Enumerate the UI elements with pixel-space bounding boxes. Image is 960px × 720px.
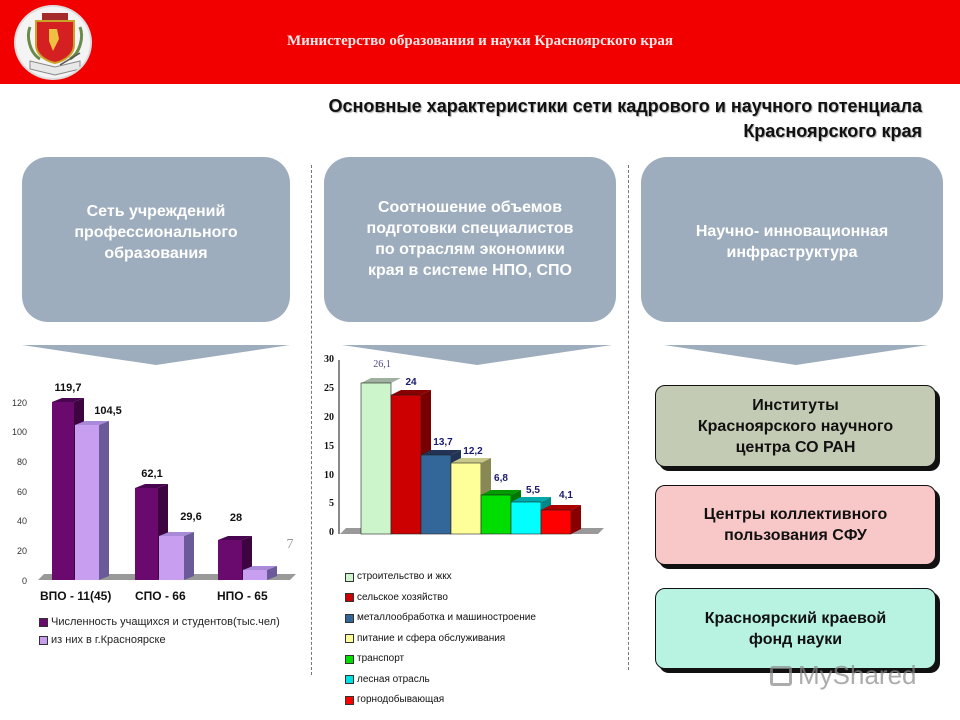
page-title: Основные характеристики сети кадрового и… bbox=[328, 94, 922, 144]
value-label: 6,8 bbox=[494, 473, 508, 484]
category-box-innovation-infrastructure: Научно- инновационная инфраструктура bbox=[641, 157, 943, 322]
legend-item: из них в г.Красноярске bbox=[39, 631, 280, 649]
legend-label: горнодобывающая bbox=[357, 694, 445, 705]
chart-legend: Численность учащихся и студентов(тыс.чел… bbox=[39, 613, 280, 649]
legend-item: горнодобывающая bbox=[345, 690, 536, 711]
box-institutes-krc-sb-ras: Институты Красноярского научного центра … bbox=[655, 385, 936, 467]
title-line-2: Красноярского края bbox=[743, 121, 922, 141]
value-label: 26,1 bbox=[373, 359, 391, 370]
y-tick: 10 bbox=[324, 470, 334, 481]
y-tick: 20 bbox=[324, 412, 334, 423]
down-arrow-icon bbox=[664, 345, 928, 365]
value-label: 119,7 bbox=[54, 382, 82, 394]
legend-label: металлообработка и машиностроение bbox=[357, 612, 536, 623]
title-line-1: Основные характеристики сети кадрового и… bbox=[328, 96, 922, 116]
category-box-training-ratio: Соотношение объемов подготовки специалис… bbox=[324, 157, 616, 322]
legend-item: сельское хозяйство bbox=[345, 588, 536, 609]
legend-item: питание и сфера обслуживания bbox=[345, 629, 536, 650]
category-label: Соотношение объемов подготовки специалис… bbox=[366, 199, 574, 279]
legend-swatch bbox=[39, 617, 48, 627]
legend-swatch bbox=[345, 654, 354, 664]
legend-swatch bbox=[345, 613, 354, 623]
watermark-text: MyShared bbox=[798, 660, 917, 690]
x-category-label: СПО - 66 bbox=[135, 589, 186, 603]
legend-swatch bbox=[345, 695, 354, 705]
x-category-label: НПО - 65 bbox=[217, 589, 268, 603]
legend-item: строительство и жкх bbox=[345, 567, 536, 588]
x-category-label: ВПО - 11(45) bbox=[40, 589, 112, 603]
chart-legend: строительство и жкх сельское хозяйство м… bbox=[345, 567, 536, 711]
value-label: 12,2 bbox=[463, 446, 483, 457]
y-tick: 0 bbox=[329, 527, 334, 538]
box-regional-science-fund: Красноярский краевой фонд науки bbox=[655, 588, 936, 669]
legend-item: Численность учащихся и студентов(тыс.чел… bbox=[39, 613, 280, 631]
value-label: 62,1 bbox=[141, 468, 163, 480]
y-tick: 100 bbox=[11, 427, 27, 437]
down-arrow-icon bbox=[22, 345, 290, 365]
legend-swatch bbox=[345, 572, 354, 582]
value-label: 7 bbox=[286, 537, 294, 552]
column-divider bbox=[628, 165, 629, 670]
ministry-name: Министерство образования и науки Красноя… bbox=[0, 33, 960, 50]
legend-label: сельское хозяйство bbox=[357, 591, 448, 603]
y-tick: 40 bbox=[16, 516, 27, 526]
column-divider bbox=[311, 165, 312, 675]
legend-label: лесная отрасль bbox=[357, 673, 430, 685]
box-sfu-shared-centers: Центры коллективного пользования СФУ bbox=[655, 485, 936, 565]
legend-label: из них в г.Красноярске bbox=[51, 634, 166, 646]
legend-label: питание и сфера обслуживания bbox=[357, 632, 506, 644]
coat-of-arms-icon bbox=[14, 5, 92, 80]
y-tick: 80 bbox=[16, 457, 27, 467]
y-tick: 0 bbox=[21, 576, 27, 586]
category-label: Сеть учреждений профессионального образо… bbox=[74, 203, 238, 262]
header-bar: Министерство образования и науки Красноя… bbox=[0, 0, 960, 84]
value-label: 4,1 bbox=[559, 490, 573, 501]
category-label: Научно- инновационная инфраструктура bbox=[695, 223, 889, 261]
down-arrow-icon bbox=[342, 345, 612, 365]
value-label: 29,6 bbox=[180, 511, 202, 523]
value-label: 13,7 bbox=[433, 437, 453, 448]
box-label: Красноярский краевой фонд науки bbox=[704, 609, 887, 648]
legend-swatch bbox=[39, 635, 48, 645]
y-tick: 5 bbox=[329, 498, 334, 509]
ministry-text: Министерство образования и науки Красноя… bbox=[287, 33, 673, 49]
box-label: Центры коллективного пользования СФУ bbox=[703, 506, 888, 544]
legend-label: строительство и жкх bbox=[357, 571, 452, 582]
y-tick: 30 bbox=[324, 354, 334, 365]
y-tick: 25 bbox=[324, 383, 334, 394]
y-tick: 15 bbox=[324, 441, 334, 452]
legend-item: металлообработка и машиностроение bbox=[345, 608, 536, 629]
value-label: 104,5 bbox=[94, 405, 122, 417]
value-label: 24 bbox=[405, 377, 417, 388]
legend-swatch bbox=[345, 675, 354, 685]
legend-swatch bbox=[345, 634, 354, 644]
legend-item: транспорт bbox=[345, 649, 536, 670]
watermark: MyShared bbox=[770, 660, 917, 691]
y-tick: 120 bbox=[11, 398, 27, 408]
y-tick: 20 bbox=[16, 546, 27, 556]
box-label: Институты Красноярского научного центра … bbox=[697, 396, 894, 456]
value-label: 28 bbox=[229, 512, 243, 524]
presentation-icon bbox=[770, 665, 792, 686]
legend-item: лесная отрасль bbox=[345, 670, 536, 691]
y-tick: 60 bbox=[16, 487, 27, 497]
legend-swatch bbox=[345, 593, 354, 603]
legend-label: транспорт bbox=[357, 653, 405, 664]
category-box-education-network: Сеть учреждений профессионального образо… bbox=[22, 157, 290, 322]
legend-label: Численность учащихся и студентов(тыс.чел… bbox=[51, 616, 280, 628]
value-label: 5,5 bbox=[526, 485, 540, 496]
